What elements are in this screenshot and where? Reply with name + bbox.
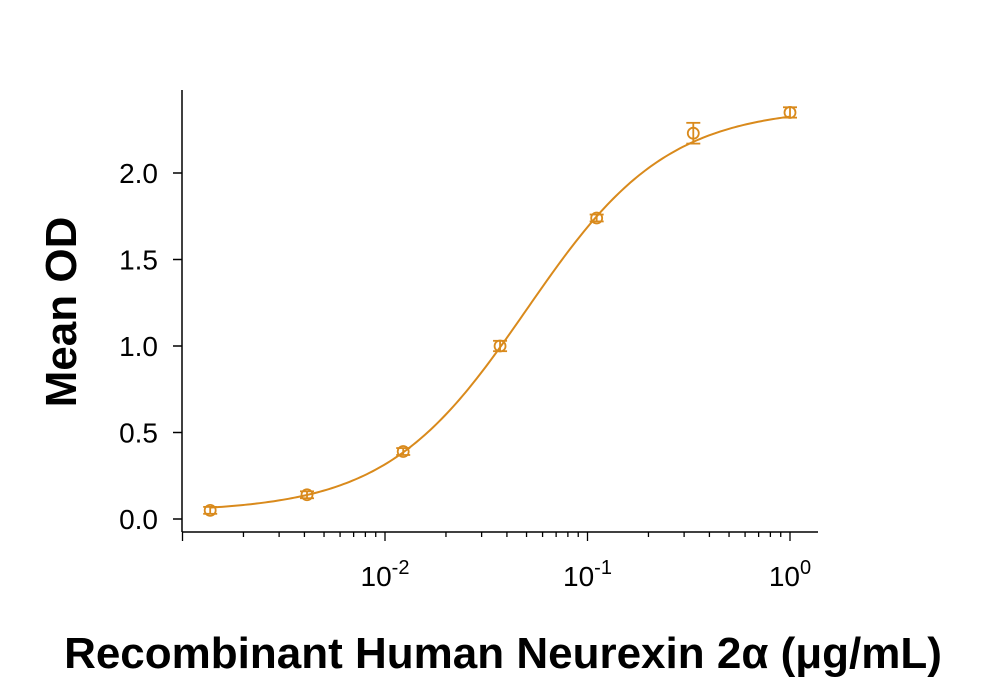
- y-axis: 0.0 0.5 1.0 1.5 2.0: [119, 90, 183, 535]
- x-axis: 10-2 10-1 100: [181, 531, 818, 592]
- x-tick-label: 10-2: [361, 557, 410, 592]
- y-tick-label: 0.5: [119, 418, 158, 449]
- point-marker: [203, 503, 217, 517]
- y-tick-label: 2.0: [119, 158, 158, 189]
- y-tick-label: 1.5: [119, 245, 158, 276]
- point-marker: [396, 445, 410, 458]
- data-point: [589, 211, 604, 225]
- point-marker: [686, 126, 700, 140]
- x-axis-title: Recombinant Human Neurexin 2α (μg/mL): [64, 629, 942, 678]
- data-point: [396, 445, 411, 458]
- fit-curve: [210, 115, 791, 509]
- data-point: [493, 339, 508, 353]
- data-point: [783, 106, 797, 119]
- data-point: [203, 503, 218, 517]
- point-marker: [590, 211, 604, 225]
- x-tick-label: 10-1: [563, 557, 612, 592]
- y-tick-label: 0.0: [119, 504, 158, 535]
- y-axis-title: Mean OD: [37, 217, 86, 408]
- data-points: [203, 106, 797, 517]
- y-tick-label: 1.0: [119, 331, 158, 362]
- point-marker: [300, 488, 314, 502]
- data-point: [686, 121, 701, 145]
- point-marker: [493, 339, 507, 353]
- x-tick-label: 100: [769, 557, 811, 592]
- data-point: [300, 488, 315, 502]
- point-marker: [783, 106, 797, 119]
